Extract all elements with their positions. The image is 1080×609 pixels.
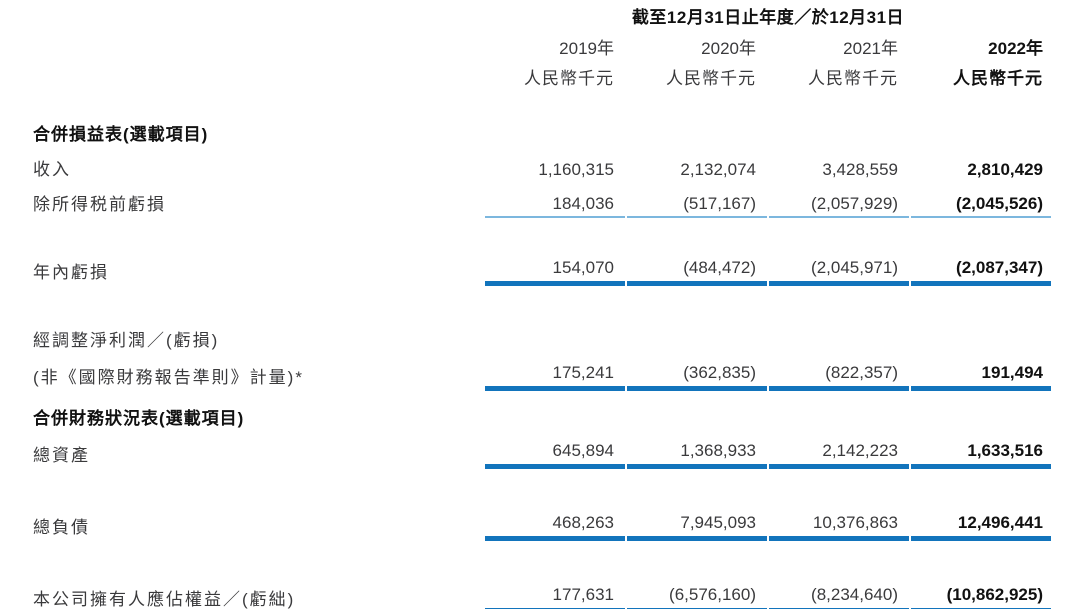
year-header-2022: 2022年 [988, 39, 1043, 58]
cell-value: 1,633,516 [911, 440, 1051, 469]
cell-value: 3,428,559 [822, 160, 898, 179]
cell-value: 7,945,093 [627, 512, 767, 541]
row-label: 本公司擁有人應佔權益／(虧絀) [33, 590, 296, 609]
cell-value: (517,167) [627, 193, 767, 218]
cell-value: 12,496,441 [911, 512, 1051, 541]
table-row-equity-attributable-to-owners: 本公司擁有人應佔權益／(虧絀) 177,631 (6,576,160) (8,2… [33, 584, 1080, 609]
cell-value: 191,494 [911, 362, 1051, 391]
row-label: 總負債 [33, 518, 90, 537]
year-header-2021: 2021年 [843, 39, 898, 58]
cell-value: (2,045,526) [911, 193, 1051, 218]
cell-value: (6,576,160) [627, 584, 767, 609]
unit-header: 人民幣千元 [524, 69, 614, 88]
cell-value: (362,835) [627, 362, 767, 391]
cell-value: 2,142,223 [769, 440, 909, 469]
unit-header: 人民幣千元 [953, 69, 1043, 88]
year-header-2020: 2020年 [701, 39, 756, 58]
table-row-total-assets: 總資產 645,894 1,368,933 2,142,223 1,633,51… [33, 440, 1080, 469]
section-title-financial-position: 合併財務狀況表(選載項目) [33, 409, 245, 428]
cell-value: (484,472) [627, 257, 767, 286]
cell-value: 175,241 [485, 362, 625, 391]
unit-header: 人民幣千元 [666, 69, 756, 88]
cell-value: 645,894 [485, 440, 625, 469]
cell-value: (8,234,640) [769, 584, 909, 609]
table-row-adjusted-net-profit: (非《國際財務報告準則》計量)* 175,241 (362,835) (822,… [33, 362, 1080, 391]
row-label: 除所得税前虧損 [33, 195, 166, 214]
unit-header: 人民幣千元 [808, 69, 898, 88]
cell-value: 184,036 [485, 193, 625, 218]
cell-value: 1,368,933 [627, 440, 767, 469]
cell-value: 2,810,429 [967, 160, 1043, 179]
row-label-adjusted-net-profit-line1: 經調整淨利潤／(虧損) [33, 331, 220, 350]
cell-value: 154,070 [485, 257, 625, 286]
period-title: 截至12月31日止年度／於12月31日 [631, 8, 905, 27]
cell-value: (10,862,925) [911, 584, 1051, 609]
cell-value: 177,631 [485, 584, 625, 609]
cell-value: 468,263 [485, 512, 625, 541]
row-label: 總資產 [33, 446, 90, 465]
row-label: 收入 [33, 160, 71, 179]
row-label: 年內虧損 [33, 263, 109, 282]
cell-value: (2,087,347) [911, 257, 1051, 286]
cell-value: 2,132,074 [680, 160, 756, 179]
cell-value: (2,057,929) [769, 193, 909, 218]
cell-value: (822,357) [769, 362, 909, 391]
table-row-loss-before-tax: 除所得税前虧損 184,036 (517,167) (2,057,929) (2… [33, 193, 1080, 218]
table-row-loss-for-year: 年內虧損 154,070 (484,472) (2,045,971) (2,08… [33, 257, 1080, 286]
table-row-revenue: 收入 1,160,315 2,132,074 3,428,559 2,810,4… [33, 159, 1080, 180]
year-header-row: 2019年 2020年 2021年 2022年 [33, 38, 1080, 59]
table-row-total-liabilities: 總負債 468,263 7,945,093 10,376,863 12,496,… [33, 512, 1080, 541]
year-header-2019: 2019年 [559, 39, 614, 58]
cell-value: 1,160,315 [538, 160, 614, 179]
cell-value: 10,376,863 [769, 512, 909, 541]
cell-value: (2,045,971) [769, 257, 909, 286]
section-title-income-statement: 合併損益表(選載項目) [33, 125, 209, 144]
row-label-adjusted-net-profit-line2: (非《國際財務報告準則》計量)* [33, 368, 304, 387]
unit-header-row: 人民幣千元 人民幣千元 人民幣千元 人民幣千元 [33, 68, 1080, 89]
